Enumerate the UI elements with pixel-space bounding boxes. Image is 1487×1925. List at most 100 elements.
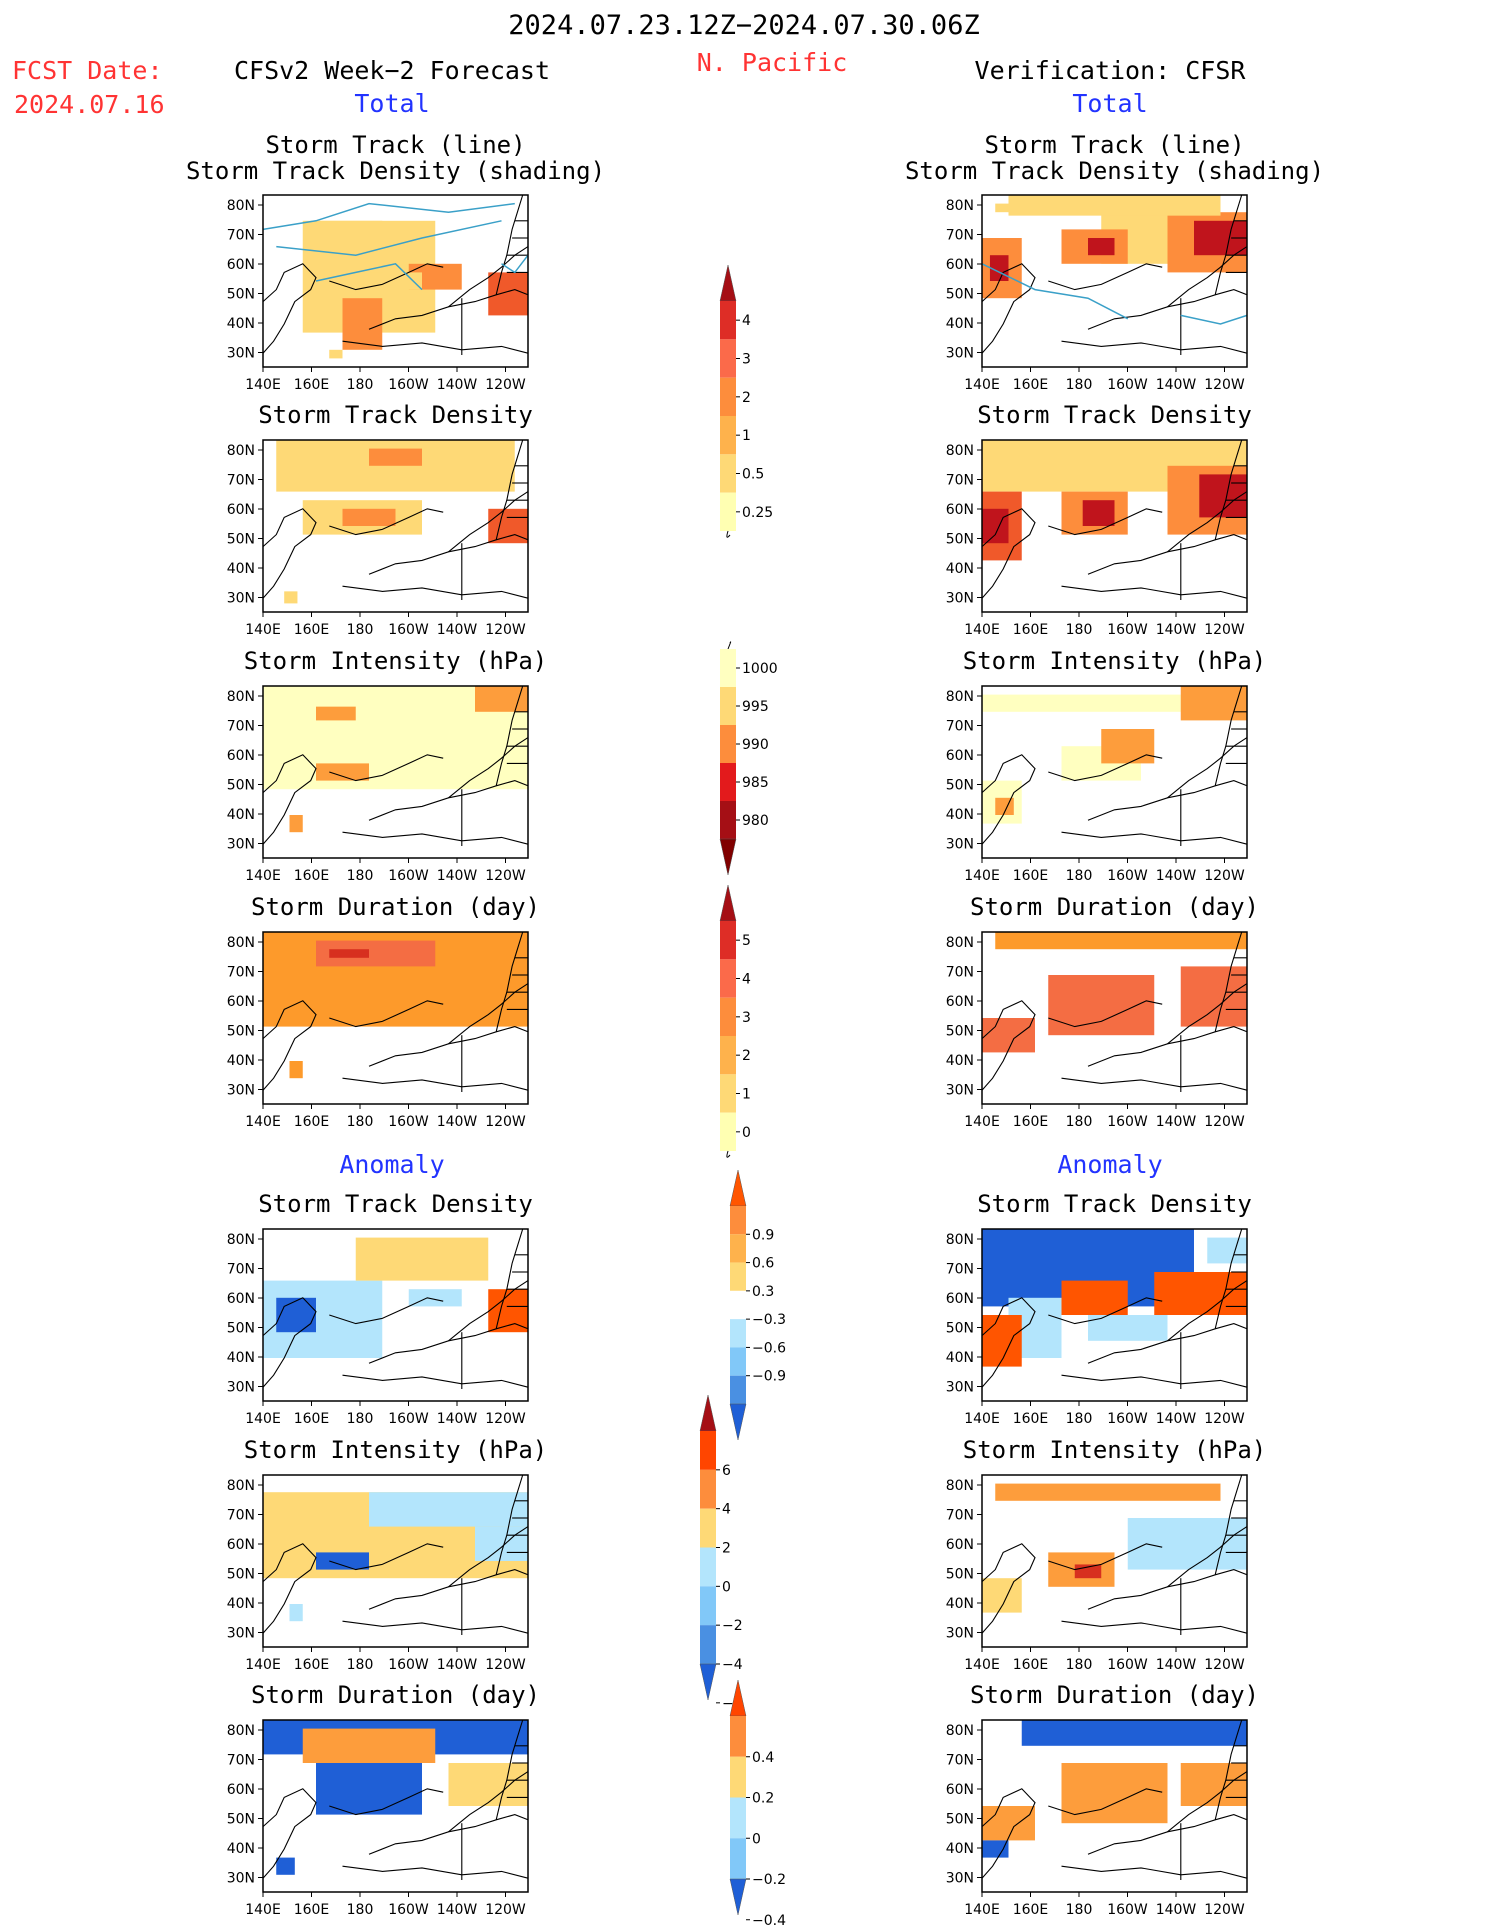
lat-tick-label: 80N — [227, 689, 255, 705]
lon-tick-label: 140E — [964, 1902, 1000, 1918]
lat-tick-label: 60N — [227, 748, 255, 764]
coastline — [329, 1543, 444, 1571]
lat-tick-label: 80N — [946, 689, 974, 705]
lon-tick-label: 160E — [1013, 1114, 1049, 1130]
lon-tick-label: 160W — [388, 377, 429, 393]
colorbar-segment — [730, 1756, 746, 1798]
panel-title: Storm Track Density — [977, 401, 1252, 429]
colorbar-label: 980 — [742, 813, 769, 829]
panel-title: Storm Duration (day) — [970, 893, 1259, 921]
coastline — [1167, 1771, 1248, 1833]
lat-tick-label: 30N — [946, 1380, 974, 1396]
lat-tick-label: 30N — [227, 1871, 255, 1887]
map-panel-an-anom-intensity: 80N 70N 60N 50N 40N 30N 140E 160E 180 160W 140W 120… — [932, 1471, 1257, 1673]
map-panel-an-density: 80N 70N 60N 50N 40N 30N 140E 160E 180 160W 140W 120… — [932, 436, 1257, 638]
coastline — [1167, 737, 1248, 799]
shading-cell — [982, 1578, 1022, 1613]
coastline — [1061, 585, 1248, 599]
coastline — [262, 1788, 317, 1879]
coastline — [262, 263, 317, 354]
map-panel-an-duration: 80N 70N 60N 50N 40N 30N 140E 160E 180 160W 140W 120… — [932, 928, 1257, 1130]
lon-tick-label: 120W — [485, 1902, 526, 1918]
lon-tick-label: 140E — [964, 1114, 1000, 1130]
coastline — [1061, 1374, 1248, 1388]
lon-tick-label: 160W — [388, 868, 429, 884]
coastline — [342, 1077, 529, 1091]
panel-title: Storm Duration (day) — [251, 1681, 540, 1709]
lon-tick-label: 180 — [347, 1114, 374, 1130]
coastline — [981, 1788, 1036, 1879]
map-panel-fc-anom-intensity: 80N 70N 60N 50N 40N 30N 140E 160E 180 160W 140W 120… — [213, 1471, 538, 1673]
colorbar-label: −2 — [722, 1618, 743, 1634]
lat-tick-label: 50N — [946, 1321, 974, 1337]
lon-tick-label: 180 — [1066, 377, 1093, 393]
colorbar-label: 990 — [742, 737, 769, 753]
coastline — [342, 1374, 529, 1388]
shading-cell — [355, 1237, 489, 1281]
coastline — [1061, 340, 1248, 354]
lon-tick-label: 160E — [1013, 377, 1049, 393]
colorbar-segment — [720, 339, 736, 378]
shading-cell — [982, 1018, 1035, 1053]
lon-tick-label: 160W — [388, 1411, 429, 1427]
coastline — [981, 1543, 1036, 1634]
panel-title: Storm Track (line) — [265, 131, 526, 159]
colorbar-label: 2 — [742, 1048, 751, 1064]
coastline — [368, 1814, 529, 1855]
lat-tick-label: 80N — [227, 935, 255, 951]
colorbar-label: 3 — [742, 352, 751, 368]
coastline — [495, 1719, 524, 1820]
shading-cell — [1008, 195, 1221, 216]
lon-tick-label: 180 — [1066, 1657, 1093, 1673]
coastline — [495, 194, 524, 295]
panel-title: Storm Intensity (hPa) — [243, 1436, 548, 1464]
colorbar-cb-density: 4 3 2 1 0.5 0.25 — [710, 264, 800, 538]
lon-tick-label: 160E — [294, 622, 330, 638]
shading-cell — [982, 1840, 1009, 1858]
coastline — [495, 685, 524, 786]
coastline — [329, 1000, 444, 1028]
map-panel-an-intensity: 80N 70N 60N 50N 40N 30N 140E 160E 180 160W 140W 120… — [932, 682, 1257, 884]
shading-cell — [1207, 1237, 1247, 1264]
fcst-date-value: 2024.07.16 — [14, 90, 165, 119]
lon-tick-label: 160W — [1107, 377, 1148, 393]
shading-cell — [284, 591, 298, 604]
colorbar-segment — [700, 1431, 716, 1470]
lat-tick-label: 30N — [946, 1871, 974, 1887]
map-frame — [981, 194, 1248, 368]
coastline — [1048, 508, 1163, 536]
right-column-title: Verification: CFSR — [974, 56, 1246, 85]
colorbar-segment — [700, 1586, 716, 1626]
coastline — [1214, 685, 1243, 786]
lon-tick-label: 120W — [485, 1114, 526, 1130]
coastline — [1214, 1719, 1243, 1820]
lon-tick-label: 160W — [1107, 1411, 1148, 1427]
lat-tick-label: 60N — [946, 1537, 974, 1553]
colorbar-label: 0.5 — [742, 467, 764, 483]
lat-tick-label: 40N — [946, 561, 974, 577]
coastline — [448, 737, 529, 799]
coastline — [262, 1000, 317, 1091]
lat-tick-label: 70N — [946, 1262, 974, 1278]
colorbar-label: −0.9 — [752, 1369, 786, 1385]
colorbar-label: 995 — [742, 699, 769, 715]
shading-cell — [475, 686, 528, 712]
lon-tick-label: 140E — [964, 622, 1000, 638]
lat-tick-label: 50N — [946, 1812, 974, 1828]
colorbar-segment — [720, 377, 736, 416]
coastline — [262, 508, 317, 599]
colorbar-segment — [700, 1547, 716, 1587]
map-frame — [262, 439, 529, 613]
shading-cell — [1180, 966, 1247, 1027]
lat-tick-label: 30N — [946, 591, 974, 607]
shading-cell — [316, 706, 356, 721]
colorbar-segment — [730, 1375, 746, 1404]
colorbar-cb-anom: 0.9 0.6 0.3 −0.3 −0.6 −0.9 — [720, 1169, 810, 1441]
lat-tick-label: 40N — [946, 1596, 974, 1612]
colorbar-segment — [720, 1074, 736, 1113]
shading-cell — [342, 508, 396, 526]
colorbar-segment — [720, 921, 736, 960]
panel-title: Storm Intensity (hPa) — [962, 1436, 1267, 1464]
coastline — [1214, 1474, 1243, 1575]
panel-title: Storm Duration (day) — [970, 1681, 1259, 1709]
